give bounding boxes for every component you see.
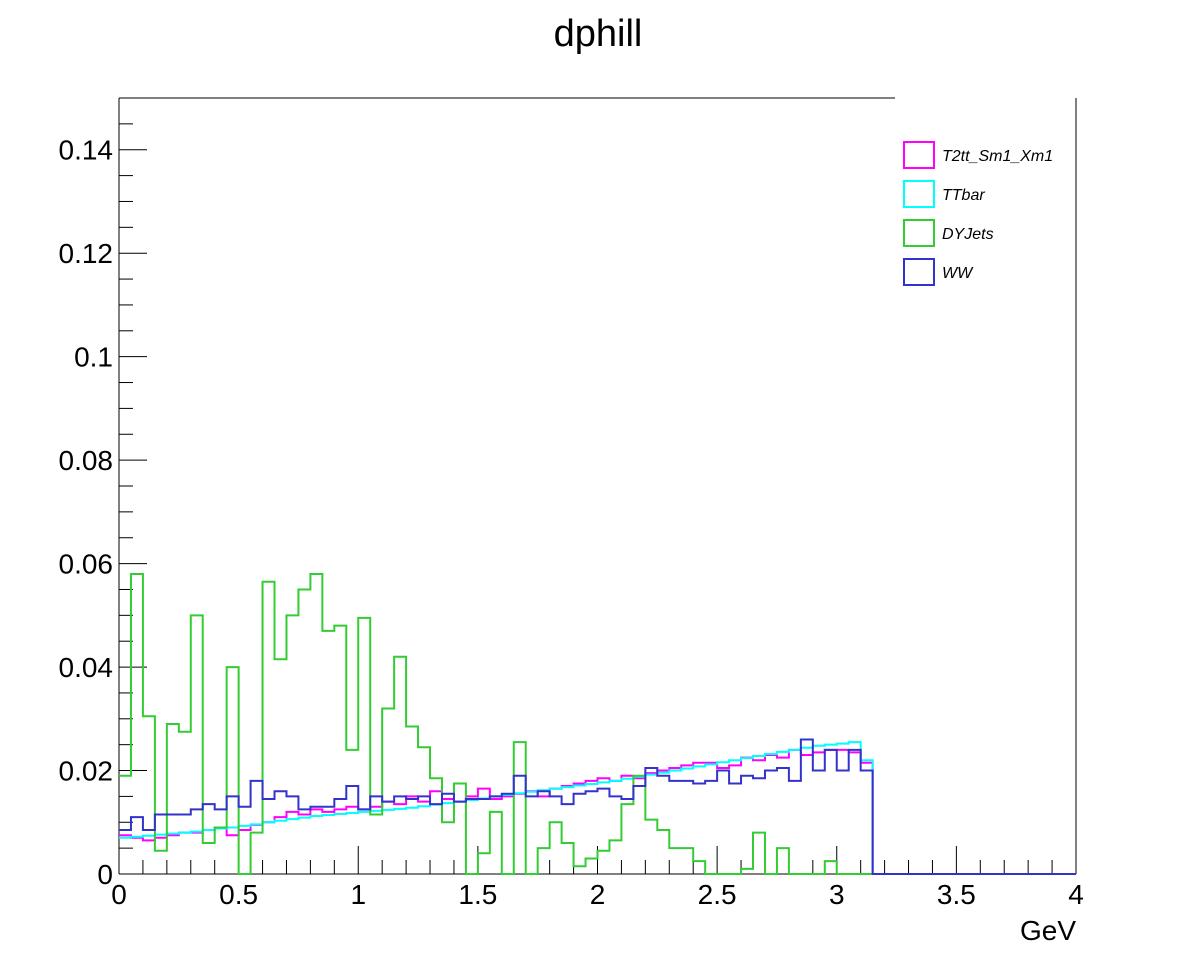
x-tick-label: 1 [350,879,366,910]
legend-entry-label: TTbar [942,187,985,204]
legend-swatch [903,180,935,208]
x-tick-label: 0.5 [219,879,258,910]
legend-entry-label: WW [942,265,974,282]
x-tick-label: 0 [111,879,127,910]
legend: T2tt_Sm1_Xm1 TTbar DYJets WW [903,141,1053,286]
y-tick-label: 0.14 [59,135,114,166]
legend-entry-label: DYJets [942,226,994,243]
x-tick-label: 2.5 [698,879,737,910]
x-tick-label: 1.5 [458,879,497,910]
x-tick-label: 3 [829,879,845,910]
x-tick-label: 4 [1068,879,1084,910]
y-tick-label: 0.04 [59,652,114,683]
y-tick-label: 0.12 [59,238,114,269]
y-tick-label: 0 [97,859,113,890]
series-line-dyjets [119,572,1076,875]
chart-title: dphill [554,13,643,55]
x-tick-label: 3.5 [937,879,976,910]
series-layer [119,572,1076,875]
legend-swatch [903,141,935,169]
y-tick-label: 0.02 [59,756,114,787]
series-line-ww [119,738,1076,875]
y-tick-label: 0.08 [59,445,114,476]
legend-swatch [903,258,935,286]
y-tick-label: 0.06 [59,549,114,580]
y-axis: 0 0.02 0.04 0.06 0.08 0.1 0.12 0.14 [59,97,147,890]
legend-box [895,128,1065,298]
x-tick-label: 2 [590,879,606,910]
legend-swatch [903,219,935,247]
y-tick-label: 0.1 [74,342,113,373]
x-axis: 0 0.5 1 1.5 2 2.5 3 3.5 4 [111,846,1084,910]
x-axis-label: GeV [1020,915,1076,946]
legend-entry-label: T2tt_Sm1_Xm1 [942,148,1053,165]
